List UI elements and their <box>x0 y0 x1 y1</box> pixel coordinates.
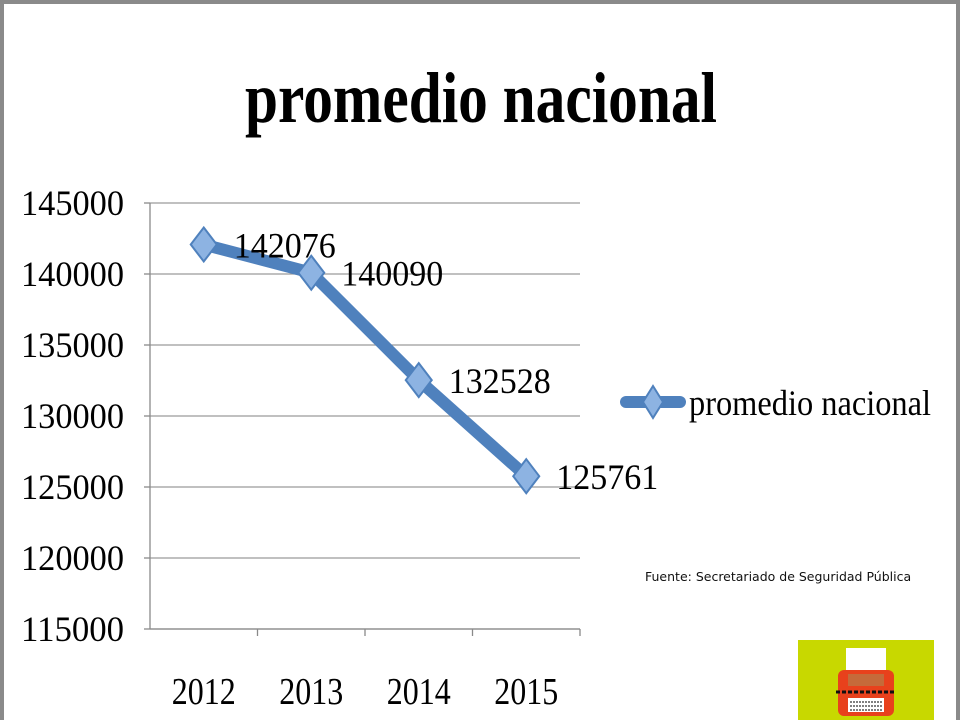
periodismo-sin-censura-logo <box>798 640 934 720</box>
y-tick-label: 145000 <box>21 183 124 223</box>
data-label: 142076 <box>234 226 336 266</box>
data-point-diamond <box>189 225 219 264</box>
y-tick-label: 135000 <box>21 325 124 365</box>
data-point-diamond <box>404 361 434 399</box>
data-label: 125761 <box>556 457 658 497</box>
y-tick-label: 130000 <box>21 396 124 436</box>
chart-title: promedio nacional <box>245 58 717 138</box>
y-tick-label: 115000 <box>21 609 124 649</box>
x-tick-label: 2013 <box>279 671 343 713</box>
legend: promedio nacional <box>620 383 931 423</box>
series-line <box>197 238 533 483</box>
legend-marker-diamond-icon <box>641 384 665 420</box>
y-tick-label: 125000 <box>21 467 124 507</box>
y-tick-label: 140000 <box>21 254 124 294</box>
legend-label: promedio nacional <box>689 383 931 423</box>
data-point-diamond <box>296 254 326 292</box>
data-label: 132528 <box>449 361 551 401</box>
y-tick-label: 120000 <box>21 538 124 578</box>
x-tick-label: 2012 <box>172 671 236 713</box>
source-note: Fuente: Secretariado de Seguridad Públic… <box>645 569 912 584</box>
data-point-diamond <box>511 457 541 495</box>
data-label: 140090 <box>341 254 443 294</box>
x-tick-label: 2014 <box>387 671 451 713</box>
x-tick-label: 2015 <box>494 671 558 713</box>
